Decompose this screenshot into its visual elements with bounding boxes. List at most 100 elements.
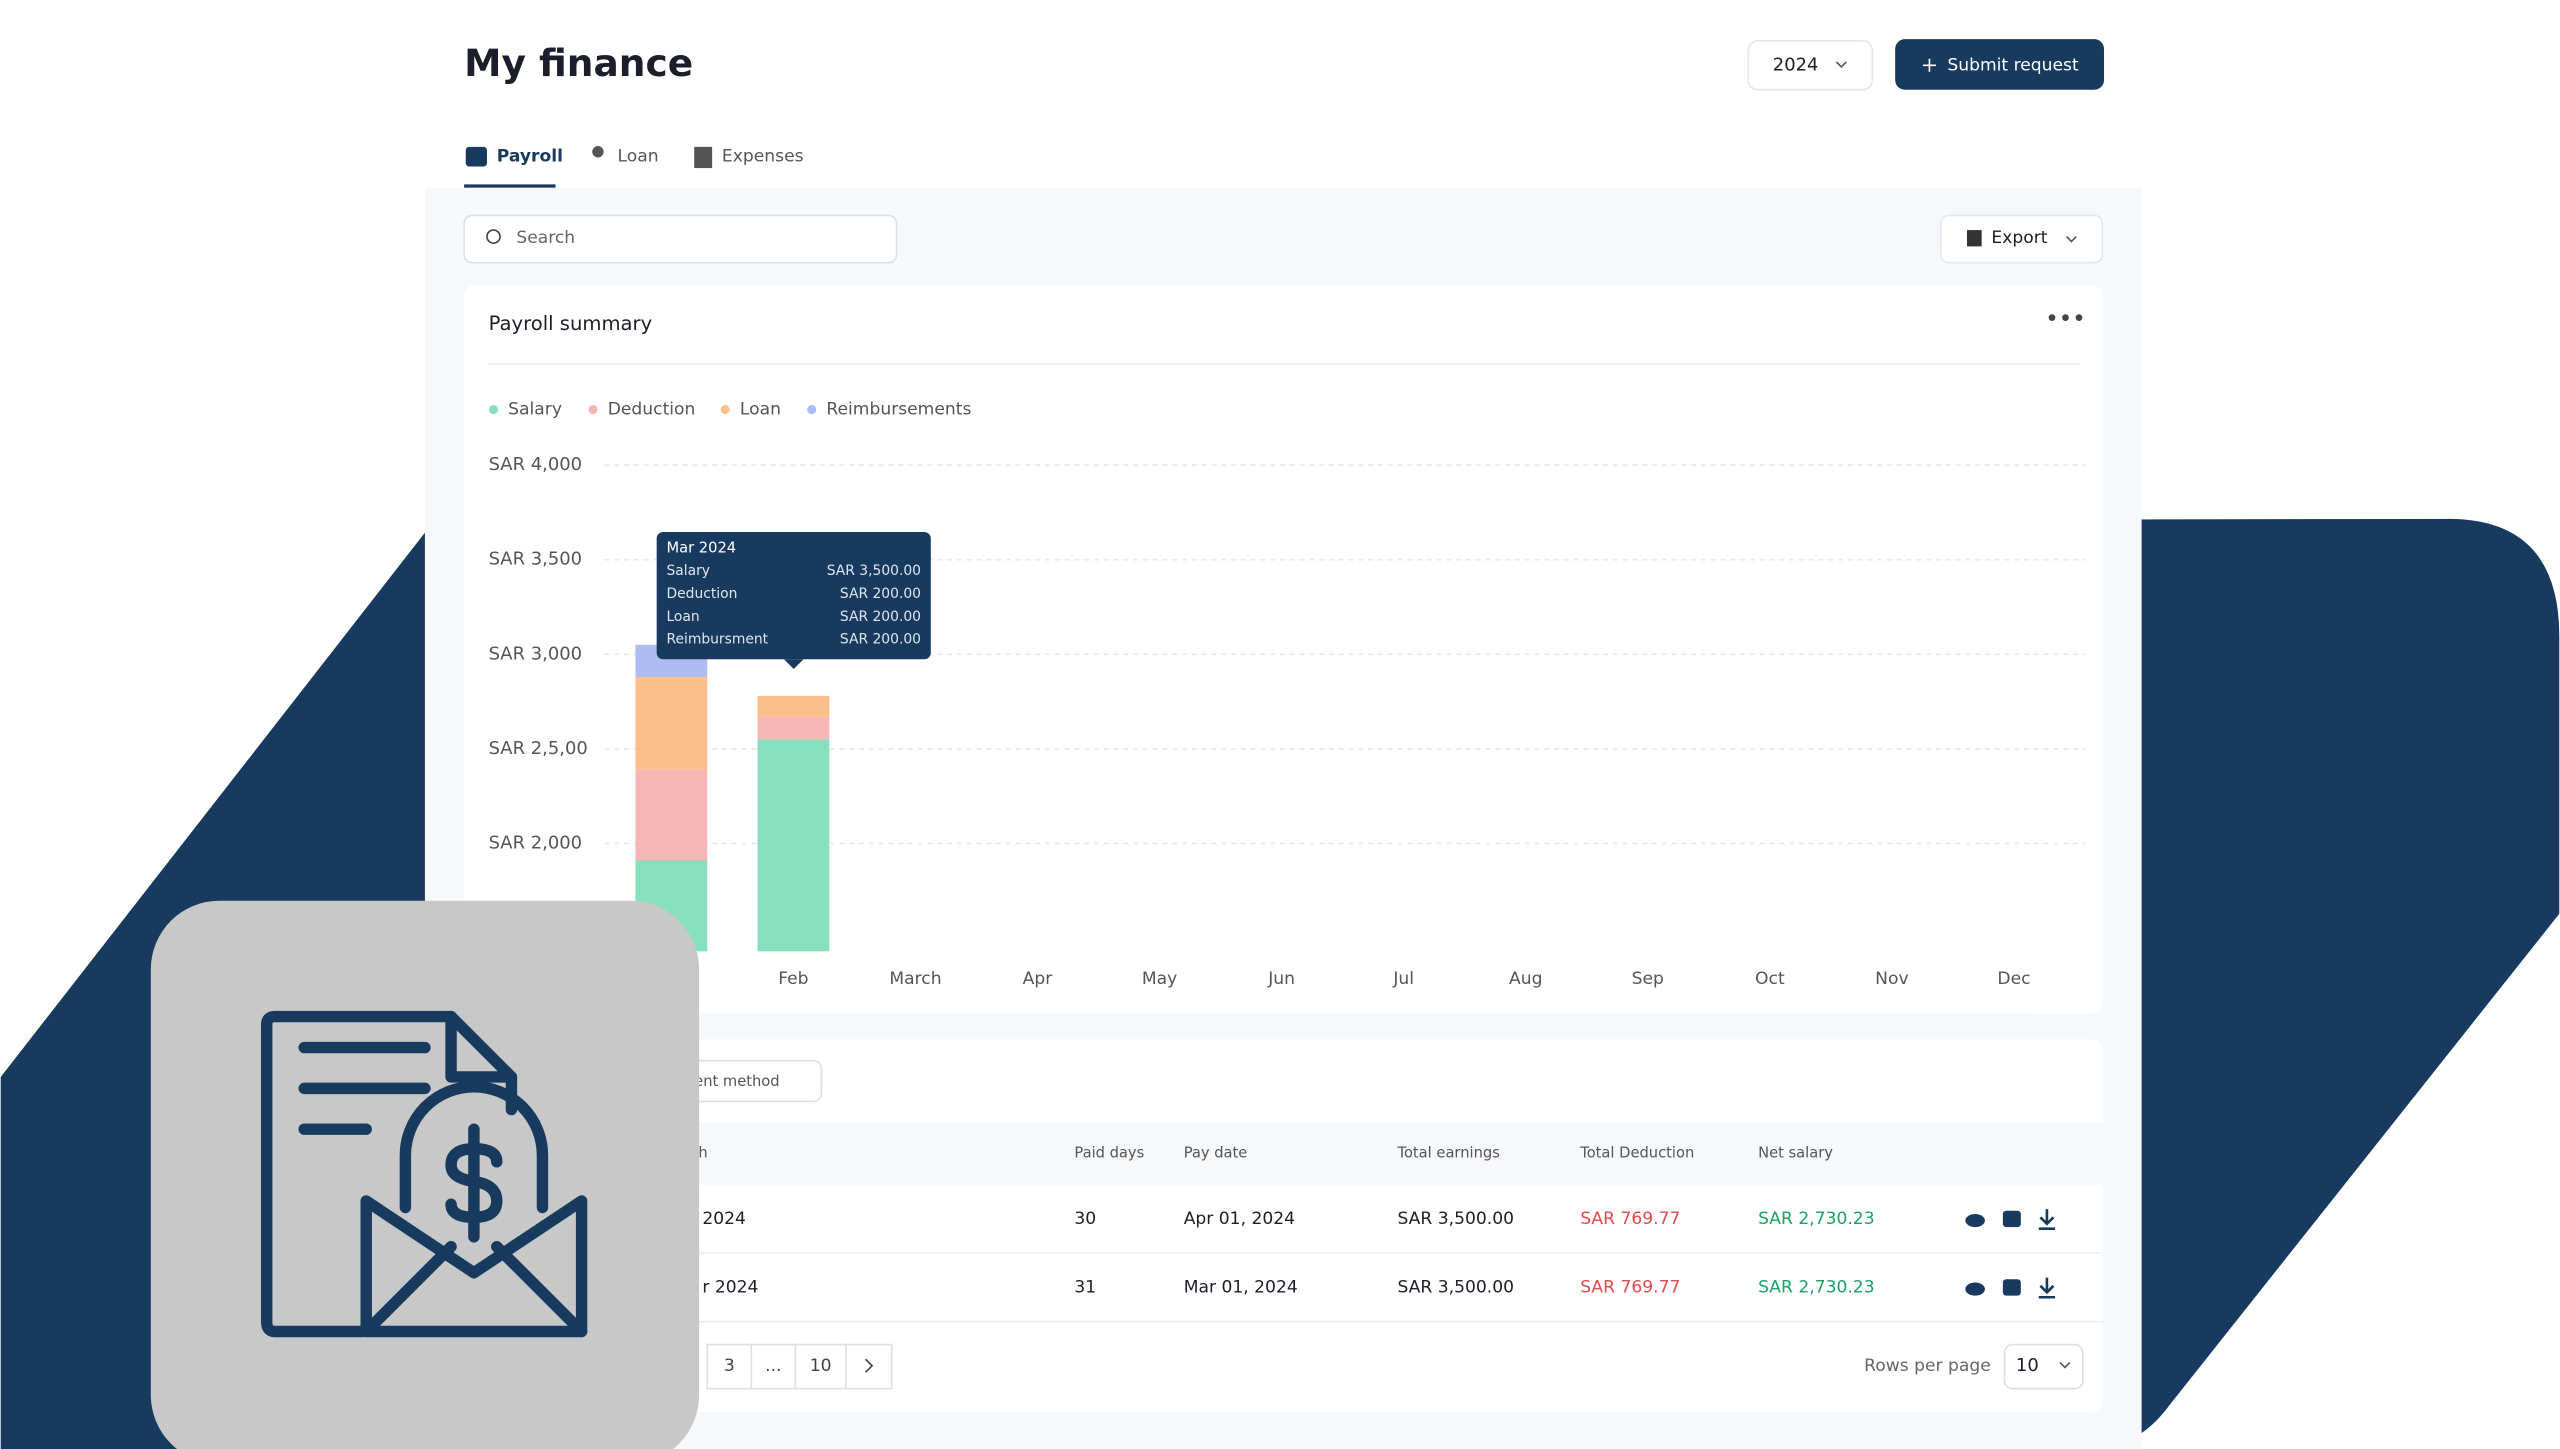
x-tick-label: Dec — [1997, 969, 2030, 989]
x-tick-label: Oct — [1755, 969, 1785, 989]
chevron — [1835, 61, 1847, 69]
tooltip-value: SAR 200.00 — [840, 586, 921, 602]
next-button[interactable] — [845, 1343, 893, 1390]
tooltip-label: Salary — [666, 563, 710, 579]
export-button[interactable] — [1940, 214, 2104, 264]
legend-label: Salary — [508, 400, 562, 420]
plus-icon — [1922, 58, 1936, 72]
table-header — [464, 1122, 2103, 1185]
page-label: 10 — [810, 1356, 832, 1376]
y-tick-label: SAR 3,500 — [489, 549, 583, 570]
bar-segment — [757, 716, 830, 740]
tab-icon — [465, 146, 487, 167]
table-cell: 2024 — [702, 1209, 746, 1229]
table-cell: SAR 3,500.00 — [1397, 1209, 1514, 1229]
next-chevron — [864, 1358, 874, 1373]
rows-per-page-value: 10 — [2016, 1355, 2039, 1376]
legend-label: Deduction — [608, 400, 696, 420]
tooltip-pointer — [783, 659, 804, 670]
download-icon[interactable] — [2038, 1209, 2056, 1231]
tooltip-value: SAR 3,500.00 — [827, 563, 921, 579]
print-icon[interactable] — [2002, 1279, 2021, 1296]
tooltip-value: SAR 200.00 — [840, 632, 921, 648]
tab-underline — [464, 184, 556, 188]
legend-dot — [720, 405, 730, 415]
legend-dot — [588, 405, 598, 415]
year-value: 2024 — [1773, 54, 1819, 75]
rows-per-page-label: Rows per page — [1864, 1356, 1991, 1376]
bar-segment — [635, 769, 708, 861]
table-cell: SAR 2,730.23 — [1758, 1277, 1875, 1297]
bar-segment — [757, 695, 830, 717]
y-tick-label: SAR 3,000 — [489, 643, 583, 664]
page-title: My finance — [464, 41, 693, 85]
table-cell: Apr 01, 2024 — [1184, 1209, 1295, 1229]
export-label: Export — [1991, 228, 2047, 248]
bar-segment — [635, 676, 708, 770]
tab-icon — [592, 146, 604, 158]
chevron — [2065, 236, 2077, 243]
y-tick-label: SAR 2,000 — [489, 832, 583, 853]
x-tick-label: Sep — [1632, 969, 1664, 989]
legend-label: Reimbursements — [826, 400, 971, 420]
column-header: Net salary — [1758, 1145, 1833, 1162]
x-tick-label: Apr — [1023, 969, 1054, 989]
table-cell: 30 — [1074, 1209, 1096, 1229]
view-icon[interactable] — [1965, 1214, 1985, 1228]
x-tick-label: Aug — [1509, 969, 1542, 989]
table-cell: Mar 01, 2024 — [1184, 1277, 1298, 1297]
tooltip-label: Deduction — [666, 586, 737, 602]
y-tick-label: SAR 4,000 — [489, 454, 583, 475]
page-label: 3 — [724, 1356, 735, 1376]
search-box[interactable] — [463, 214, 898, 264]
tooltip-box — [656, 531, 931, 660]
table-cell: SAR 3,500.00 — [1397, 1277, 1514, 1297]
x-tick-label: Nov — [1875, 969, 1908, 989]
tab[interactable]: Loan — [618, 147, 659, 167]
view-icon[interactable] — [1965, 1282, 1985, 1296]
table-cell: SAR 769.77 — [1580, 1209, 1680, 1229]
legend-label: Loan — [740, 400, 781, 420]
x-tick-label: Feb — [778, 969, 808, 989]
table-cell: 31 — [1074, 1277, 1096, 1297]
year-select[interactable] — [1747, 39, 1874, 91]
search-icon — [486, 229, 501, 244]
bar-segment — [757, 739, 830, 952]
submit-label: Submit request — [1947, 55, 2079, 75]
x-tick-label: Jul — [1392, 969, 1414, 989]
tab[interactable]: Expenses — [722, 147, 804, 167]
submit-button[interactable] — [1895, 39, 2105, 90]
column-header: Total earnings — [1396, 1145, 1499, 1162]
chart-title: Payroll summary — [489, 312, 653, 335]
page-button[interactable] — [706, 1343, 753, 1390]
tooltip-title: Mar 2024 — [666, 539, 736, 556]
page-button[interactable] — [794, 1343, 847, 1390]
export-icon — [1966, 230, 1982, 247]
tooltip-label: Loan — [666, 609, 699, 625]
legend-dot — [807, 405, 817, 415]
print-icon[interactable] — [2002, 1210, 2021, 1228]
more-menu[interactable]: ••• — [2045, 306, 2085, 332]
download-icon[interactable] — [2038, 1277, 2056, 1299]
tab-icon — [694, 146, 713, 169]
filter-label: ent method — [694, 1073, 779, 1090]
search-placeholder: Search — [516, 228, 575, 248]
column-header: Pay date — [1184, 1145, 1248, 1162]
chart-card — [464, 285, 2103, 1014]
icon-tile — [150, 900, 700, 1449]
column-header: Total Deduction — [1579, 1145, 1694, 1162]
payroll-icon — [260, 1010, 588, 1338]
chevron — [2059, 1361, 2071, 1369]
x-tick-label: March — [889, 969, 941, 989]
tab[interactable]: Payroll — [497, 147, 563, 167]
tooltip-label: Reimbursment — [666, 632, 768, 648]
x-tick-label: Jun — [1267, 969, 1295, 989]
x-tick-label: May — [1142, 969, 1177, 989]
table-cell: r 2024 — [702, 1277, 758, 1297]
y-tick-label: SAR 2,5,00 — [489, 738, 588, 759]
column-header: Paid days — [1074, 1145, 1144, 1162]
page-label: ... — [765, 1356, 781, 1376]
rows-per-page-select[interactable] — [2003, 1343, 2084, 1390]
table-cell: SAR 769.77 — [1580, 1277, 1680, 1297]
